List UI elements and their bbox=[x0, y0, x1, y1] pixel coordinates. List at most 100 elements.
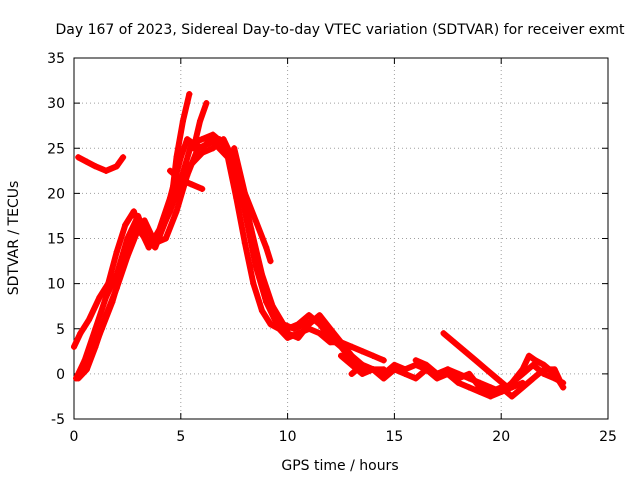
data-point bbox=[130, 230, 137, 237]
data-point bbox=[92, 325, 99, 332]
data-point bbox=[348, 361, 355, 368]
data-point bbox=[269, 303, 276, 310]
data-point bbox=[109, 298, 116, 305]
data-point bbox=[525, 352, 532, 359]
data-point bbox=[273, 321, 280, 328]
data-point bbox=[179, 118, 186, 125]
data-point bbox=[483, 366, 490, 373]
series-trace-arc-5 bbox=[167, 91, 193, 215]
y-tick-label: 30 bbox=[47, 96, 65, 112]
data-point bbox=[540, 370, 547, 377]
data-point bbox=[323, 325, 330, 332]
data-point bbox=[455, 379, 462, 386]
data-point bbox=[205, 140, 212, 147]
data-point bbox=[344, 348, 351, 355]
data-point bbox=[487, 393, 494, 400]
data-point bbox=[250, 280, 257, 287]
data-point bbox=[508, 379, 515, 386]
data-point bbox=[267, 321, 274, 328]
y-tick-label: 15 bbox=[47, 232, 65, 248]
data-point bbox=[120, 262, 127, 269]
data-point bbox=[476, 379, 483, 386]
data-point bbox=[267, 258, 274, 265]
data-point bbox=[402, 370, 409, 377]
data-point bbox=[258, 307, 265, 314]
data-point bbox=[92, 163, 99, 170]
data-point bbox=[226, 149, 233, 156]
data-point bbox=[167, 167, 174, 174]
data-point bbox=[291, 325, 298, 332]
data-point bbox=[103, 294, 110, 301]
data-point bbox=[359, 370, 366, 377]
data-point bbox=[461, 348, 468, 355]
y-tick-label: 5 bbox=[56, 322, 65, 338]
data-point bbox=[504, 384, 511, 391]
y-axis-label: SDTVAR / TECUs bbox=[6, 181, 22, 296]
data-point bbox=[359, 361, 366, 368]
data-point bbox=[162, 235, 169, 242]
data-point bbox=[186, 91, 193, 98]
data-point bbox=[75, 375, 82, 382]
data-point bbox=[519, 366, 526, 373]
series-trace-arc-7 bbox=[167, 167, 206, 192]
data-point bbox=[338, 352, 344, 359]
data-point bbox=[316, 330, 323, 337]
y-tick-label: 10 bbox=[47, 277, 65, 293]
data-point bbox=[519, 379, 526, 386]
data-point bbox=[423, 361, 430, 368]
data-point bbox=[197, 118, 204, 125]
data-point bbox=[455, 370, 462, 377]
y-tick-label: 25 bbox=[47, 141, 65, 157]
data-point bbox=[333, 334, 340, 341]
data-point bbox=[190, 145, 197, 152]
y-tick-label: 20 bbox=[47, 186, 65, 202]
data-point bbox=[113, 163, 120, 170]
data-point bbox=[391, 366, 398, 373]
data-point bbox=[113, 249, 120, 256]
data-point bbox=[312, 316, 319, 323]
data-point bbox=[540, 361, 547, 368]
data-point bbox=[88, 352, 95, 359]
data-point bbox=[209, 131, 216, 138]
data-point bbox=[184, 136, 191, 143]
data-point bbox=[77, 370, 84, 377]
data-point bbox=[203, 100, 210, 107]
data-point bbox=[284, 330, 291, 337]
data-point bbox=[305, 312, 312, 319]
data-point bbox=[130, 208, 137, 215]
axis-ticks: 0 5 10 15 20 25 -5 0 5 10 15 20 25 30 35 bbox=[47, 51, 617, 445]
data-point bbox=[77, 330, 84, 337]
data-point bbox=[199, 149, 206, 156]
data-point bbox=[135, 212, 142, 219]
data-point bbox=[451, 339, 458, 346]
data-point bbox=[440, 330, 447, 337]
data-point bbox=[434, 370, 441, 377]
data-point bbox=[380, 375, 387, 382]
data-point bbox=[231, 145, 238, 152]
data-point bbox=[252, 217, 259, 224]
x-axis-label: GPS time / hours bbox=[281, 458, 398, 474]
data-point bbox=[241, 190, 248, 197]
data-point bbox=[199, 136, 206, 143]
data-point bbox=[412, 375, 419, 382]
data-point bbox=[75, 154, 82, 161]
data-point bbox=[295, 334, 302, 341]
data-point bbox=[348, 370, 355, 377]
data-point bbox=[209, 145, 216, 152]
data-point bbox=[530, 375, 537, 382]
data-point bbox=[532, 357, 539, 364]
data-point bbox=[551, 370, 558, 377]
data-point bbox=[472, 357, 479, 364]
chart-title: Day 167 of 2023, Sidereal Day-to-day VTE… bbox=[56, 22, 626, 38]
data-point bbox=[498, 388, 505, 395]
data-point bbox=[122, 221, 129, 228]
data-point bbox=[258, 271, 265, 278]
data-point bbox=[380, 357, 387, 364]
data-point bbox=[167, 208, 174, 215]
data-point bbox=[444, 366, 451, 373]
data-point bbox=[263, 244, 270, 251]
data-point bbox=[370, 366, 377, 373]
data-point bbox=[530, 361, 537, 368]
